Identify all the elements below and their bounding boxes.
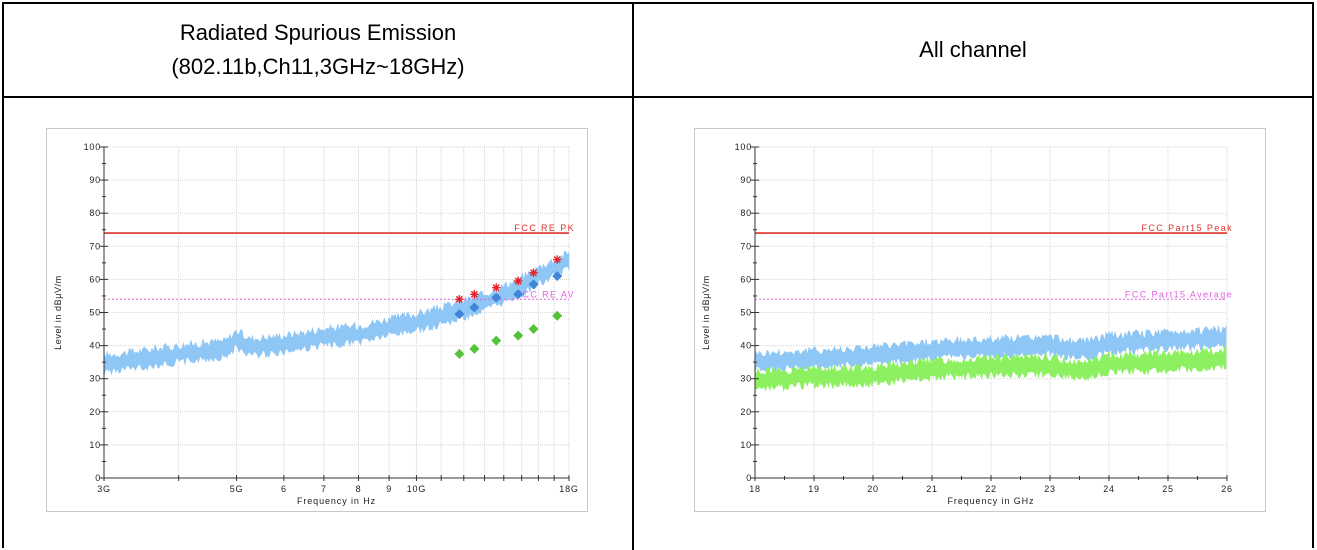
test-title: Radiated Spurious Emission bbox=[179, 20, 457, 45]
star-stroke bbox=[514, 277, 522, 285]
channel-cell: All channel bbox=[634, 4, 1312, 96]
marker-qp-diamond bbox=[513, 289, 524, 300]
y-tick-label: 100 bbox=[84, 142, 101, 152]
marker-qp-diamond bbox=[528, 279, 539, 290]
star-stroke bbox=[553, 256, 561, 264]
y-tick-label: 60 bbox=[740, 274, 752, 284]
marker-av-diamond bbox=[469, 343, 480, 354]
x-tick-label: 23 bbox=[1044, 484, 1056, 494]
limit-label-peak: FCC Part15 Peak bbox=[1141, 223, 1233, 233]
y-tick-label: 80 bbox=[89, 208, 101, 218]
x-tick-label: 19 bbox=[808, 484, 820, 494]
y-tick-label: 0 bbox=[746, 473, 752, 483]
row-divider bbox=[4, 96, 1312, 98]
test-title-cell: Radiated Spurious Emission (802.11b,Ch11… bbox=[4, 4, 632, 96]
column-divider bbox=[632, 4, 634, 550]
limit-label-peak: FCC RE PK bbox=[514, 223, 575, 233]
star-stroke bbox=[470, 290, 478, 298]
x-tick-label: 18G bbox=[559, 484, 578, 494]
y-tick-label: 100 bbox=[735, 142, 752, 152]
marker-peak-star bbox=[470, 290, 479, 299]
x-tick-label: 6 bbox=[281, 484, 287, 494]
y-tick-label: 50 bbox=[740, 308, 752, 318]
x-tick-label: 3G bbox=[97, 484, 111, 494]
limit-label-average: FCC RE AV bbox=[516, 289, 575, 299]
y-tick-label: 20 bbox=[89, 407, 101, 417]
star-stroke bbox=[530, 269, 538, 277]
marker-av-diamond bbox=[491, 335, 502, 346]
marker-qp-diamond bbox=[552, 271, 563, 282]
noise-trace bbox=[754, 346, 1227, 392]
y-tick-label: 0 bbox=[95, 473, 101, 483]
y-tick-label: 10 bbox=[89, 440, 101, 450]
x-axis-label: Frequency in Hz bbox=[297, 496, 376, 506]
x-tick-label: 10G bbox=[407, 484, 426, 494]
y-tick-label: 30 bbox=[89, 374, 101, 384]
y-tick-label: 90 bbox=[740, 175, 752, 185]
y-tick-label: 90 bbox=[89, 175, 101, 185]
marker-peak-star bbox=[514, 276, 523, 286]
x-tick-label: 22 bbox=[985, 484, 997, 494]
y-axis-label: Level in dBμV/m bbox=[53, 275, 63, 350]
test-subtitle: (802.11b,Ch11,3GHz~18GHz) bbox=[171, 54, 465, 79]
y-tick-label: 10 bbox=[740, 440, 752, 450]
marker-qp-diamond bbox=[454, 309, 465, 320]
y-tick-label: 20 bbox=[740, 407, 752, 417]
marker-av-diamond bbox=[528, 324, 539, 335]
channel-label: All channel bbox=[919, 37, 1027, 62]
marker-av-diamond bbox=[454, 348, 465, 359]
chart-right-frame: FCC Part15 Peak FCC Part15 Average 0 10 20 30… bbox=[694, 128, 1266, 512]
marker-peak-star bbox=[455, 295, 464, 304]
y-tick-label: 70 bbox=[89, 241, 101, 251]
y-axis-label: Level in dBμV/m bbox=[701, 275, 711, 350]
limit-label-average: FCC Part15 Average bbox=[1125, 289, 1233, 299]
x-tick-label: 26 bbox=[1221, 484, 1233, 494]
y-tick-label: 80 bbox=[740, 208, 752, 218]
y-tick-label: 40 bbox=[89, 341, 101, 351]
x-tick-label: 7 bbox=[321, 484, 327, 494]
x-tick-label: 8 bbox=[356, 484, 362, 494]
marker-peak-star bbox=[492, 283, 501, 292]
chart-left-frame: FCC RE PK FCC RE AV 0 10 20 30 40 50 60 70 80 90 100… bbox=[46, 128, 588, 512]
marker-qp-diamond bbox=[469, 302, 480, 313]
marker-av-diamond bbox=[552, 310, 563, 321]
x-tick-label: 25 bbox=[1162, 484, 1174, 494]
marker-qp-diamond bbox=[491, 292, 502, 303]
x-tick-label: 24 bbox=[1103, 484, 1115, 494]
star-stroke bbox=[455, 295, 463, 303]
y-tick-label: 60 bbox=[89, 274, 101, 284]
x-tick-label: 5G bbox=[230, 484, 244, 494]
y-tick-label: 50 bbox=[89, 308, 101, 318]
y-tick-label: 40 bbox=[740, 341, 752, 351]
marker-av-diamond bbox=[513, 330, 524, 341]
x-tick-label: 18 bbox=[749, 484, 761, 494]
x-tick-label: 21 bbox=[926, 484, 938, 494]
x-tick-label: 20 bbox=[867, 484, 879, 494]
chart-left: FCC RE PK FCC RE AV 0 10 20 30 40 50 60 70 80 90 100… bbox=[53, 142, 578, 506]
x-tick-label: 9 bbox=[386, 484, 392, 494]
marker-peak-star bbox=[529, 268, 538, 277]
chart-right: FCC Part15 Peak FCC Part15 Average 0 10 20 30… bbox=[701, 142, 1233, 506]
marker-peak-star bbox=[553, 255, 562, 264]
x-axis-label: Frequency in GHz bbox=[948, 496, 1035, 506]
star-stroke bbox=[492, 284, 500, 292]
y-tick-label: 70 bbox=[740, 241, 752, 251]
noise-trace bbox=[103, 250, 570, 376]
y-tick-label: 30 bbox=[740, 374, 752, 384]
